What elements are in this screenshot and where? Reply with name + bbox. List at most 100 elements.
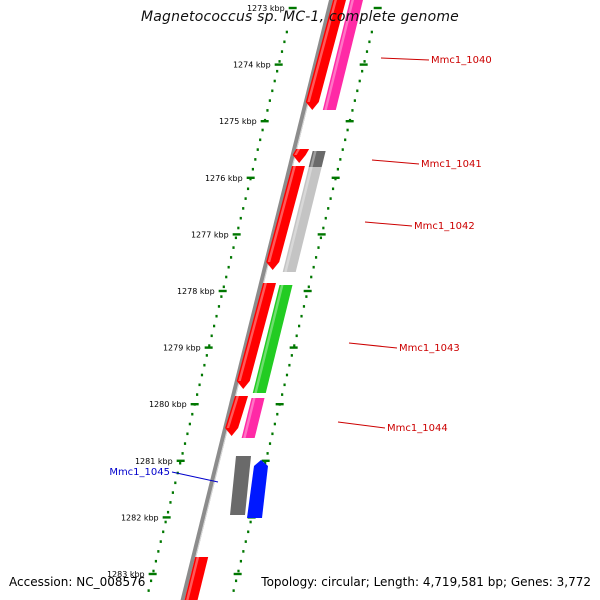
track-dot [203, 363, 206, 367]
track-dot [188, 422, 191, 426]
gene-1044-pink [241, 398, 265, 438]
track-dot [164, 520, 167, 524]
tick-label-1273: 1273 kbp [247, 4, 285, 13]
track-dot [346, 128, 349, 132]
track-dot [210, 334, 213, 338]
track-dot [196, 393, 199, 396]
track-dot [298, 324, 301, 328]
track-dot [268, 442, 272, 445]
major-tick-left [148, 572, 157, 576]
topology-label: Topology: [261, 575, 318, 589]
track-dot [324, 216, 327, 220]
track-dot [227, 265, 230, 269]
track-dot [147, 589, 150, 592]
track-dot [166, 510, 170, 514]
track-dot [365, 50, 369, 53]
genome-summary: Topology: circular; Length: 4,719,581 bp… [261, 575, 591, 589]
track-dot [283, 383, 286, 387]
track-dot [251, 167, 254, 171]
major-tick-left [246, 176, 255, 179]
gene-bottom-red-body [184, 557, 209, 600]
gene-1040-pink-body [322, 0, 363, 110]
tick-label-1275: 1275 kbp [219, 117, 257, 126]
track-dot [363, 60, 366, 63]
major-tick-left [162, 516, 171, 519]
track-dot [327, 207, 330, 210]
track-dot [351, 109, 354, 112]
track-dot [314, 256, 318, 259]
track-dot [149, 579, 153, 583]
track-dot [244, 197, 247, 200]
track-dot [246, 187, 250, 191]
track-dot [331, 187, 335, 191]
major-tick-left [260, 120, 269, 123]
track-dot [319, 236, 323, 240]
genome-title: Magnetococcus sp. MC-1, complete genome [141, 9, 459, 25]
gene-1041-red-shine [294, 149, 301, 155]
major-tick-right [289, 346, 298, 349]
track-dot [179, 461, 182, 465]
track-dot [271, 89, 274, 93]
leader-line-Mmc1_1045 [171, 471, 219, 483]
major-tick-left [204, 346, 213, 349]
major-tick-left [288, 6, 297, 10]
track-dot [152, 569, 155, 573]
track-dot [344, 138, 347, 142]
tick-label-1281: 1281 kbp [135, 457, 173, 466]
track-dot [157, 550, 160, 553]
major-tick-right [359, 63, 368, 66]
track-dot [237, 569, 240, 573]
gene-1043-green [252, 285, 293, 393]
track-dot [322, 226, 325, 230]
gene-1045-blue-body [247, 460, 268, 518]
major-tick-left [190, 403, 199, 406]
track-dot [234, 579, 238, 583]
genes-value: 3,772 [556, 575, 591, 589]
major-tick-left [232, 233, 241, 236]
label-layer: Mmc1_1040 Mmc1_1041 Mmc1_1042 Mmc1_1043 Mmc1… [109, 55, 492, 483]
track-dot [225, 275, 228, 279]
major-tick-right [373, 6, 382, 10]
track-dot [281, 393, 284, 396]
track-dot [276, 69, 279, 73]
gene-1042-lgrey-shine [284, 167, 313, 272]
gene-1044-red-shine [226, 396, 240, 428]
track-dot [169, 501, 172, 504]
tick-label-1277: 1277 kbp [191, 230, 229, 239]
major-tick-right [275, 403, 284, 406]
track-dot [336, 167, 339, 171]
gene-1044-pink-shine [243, 398, 256, 438]
track-dot [191, 412, 194, 416]
track-dot [353, 99, 356, 102]
track-dot [259, 138, 262, 142]
gene-1043-red-shine [238, 283, 267, 381]
track-dot [266, 109, 269, 112]
gene-1041-red-body [292, 149, 310, 163]
track-dot [234, 236, 238, 240]
major-tick-left [176, 459, 185, 462]
gene-1043-red-body [236, 283, 276, 389]
tick-label-1283: 1283 kbp [107, 570, 145, 579]
gene-1044-pink-body [241, 398, 265, 438]
tick-label-1276: 1276 kbp [205, 174, 243, 183]
track-dot [285, 30, 288, 34]
gene-1042-red [266, 166, 305, 270]
track-dot [198, 383, 201, 387]
topology-value: circular; [321, 575, 370, 589]
track-dot [285, 373, 289, 377]
track-dot [310, 275, 313, 279]
tick-label-1278: 1278 kbp [177, 287, 215, 296]
length-value: 4,719,581 bp; [422, 575, 508, 589]
track-dot [317, 246, 320, 249]
leader-line-Mmc1_1041 [371, 159, 420, 165]
track-dot [271, 432, 274, 436]
gene-1042-lgrey [282, 167, 322, 272]
track-dot [264, 461, 267, 465]
gene-1045 [230, 456, 268, 518]
gene-label-Mmc1_1043: Mmc1_1043 [399, 343, 460, 354]
major-tick-left [218, 289, 227, 293]
track-dot [174, 481, 177, 485]
track-dot [361, 69, 364, 73]
gene-1040-red-body [305, 0, 346, 110]
